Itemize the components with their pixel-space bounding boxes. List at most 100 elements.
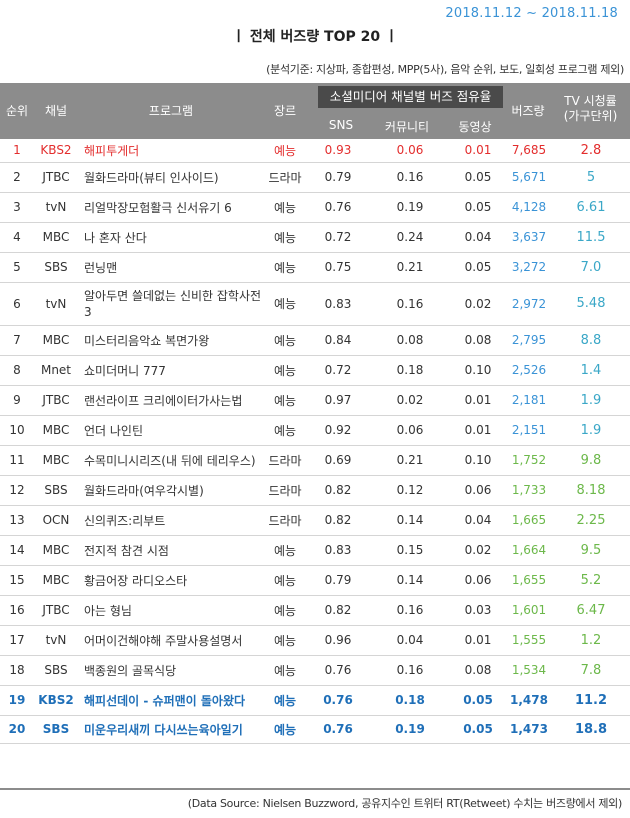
program-cell: 신의퀴즈:리부트 (78, 505, 264, 536)
channel-cell: tvN (34, 192, 78, 223)
rank-cell: 18 (0, 655, 34, 686)
buzz-cell: 2,181 (506, 385, 552, 416)
community-cell: 0.06 (370, 139, 450, 163)
buzz-cell: 1,534 (506, 655, 552, 686)
buzz-cell: 2,151 (506, 415, 552, 446)
channel-cell: JTBC (34, 595, 78, 626)
buzz-cell: 1,664 (506, 535, 552, 566)
channel-cell: MBC (34, 325, 78, 356)
community-cell: 0.18 (370, 355, 450, 386)
community-cell: 0.24 (370, 222, 450, 253)
sns-cell: 0.76 (306, 655, 370, 686)
program-cell: 전지적 참견 시점 (78, 535, 264, 566)
tv-rating-cell: 11.2 (552, 685, 630, 716)
video-cell: 0.02 (450, 282, 506, 326)
program-cell: 아는 형님 (78, 595, 264, 626)
sns-cell: 0.69 (306, 445, 370, 476)
rank-cell: 16 (0, 595, 34, 626)
buzz-cell: 7,685 (506, 139, 552, 163)
table-row: 8 Mnet 쇼미더머니 777 예능 0.72 0.18 0.10 2,526 1.4 (0, 355, 630, 386)
program-cell: 랜선라이프 크리에이터가사는법 (78, 385, 264, 416)
channel-cell: SBS (34, 715, 78, 744)
program-cell: 미스터리음악쇼 복면가왕 (78, 325, 264, 356)
buzz-cell: 5,671 (506, 162, 552, 193)
video-cell: 0.08 (450, 325, 506, 356)
buzz-cell: 1,733 (506, 475, 552, 506)
sns-cell: 0.96 (306, 625, 370, 656)
program-cell: 백종원의 골목식당 (78, 655, 264, 686)
rank-cell: 5 (0, 252, 34, 283)
channel-cell: Mnet (34, 355, 78, 386)
buzz-cell: 3,272 (506, 252, 552, 283)
genre-cell: 예능 (264, 625, 306, 656)
tv-rating-cell: 8.18 (552, 475, 630, 506)
community-cell: 0.15 (370, 535, 450, 566)
channel-cell: SBS (34, 252, 78, 283)
buzz-cell: 1,478 (506, 685, 552, 716)
tv-rating-cell: 1.4 (552, 355, 630, 386)
program-cell: 런닝맨 (78, 252, 264, 283)
tv-rating-cell: 6.61 (552, 192, 630, 223)
tv-rating-cell: 1.9 (552, 415, 630, 446)
genre-cell: 예능 (264, 415, 306, 446)
tv-rating-cell: 8.8 (552, 325, 630, 356)
table-row: 9 JTBC 랜선라이프 크리에이터가사는법 예능 0.97 0.02 0.01 2,181 1… (0, 385, 630, 416)
rank-cell: 3 (0, 192, 34, 223)
sns-cell: 0.84 (306, 325, 370, 356)
program-cell: 리얼막장모험활극 신서유기 6 (78, 192, 264, 223)
community-cell: 0.16 (370, 595, 450, 626)
genre-cell: 예능 (264, 252, 306, 283)
video-cell: 0.01 (450, 415, 506, 446)
tv-rating-cell: 5.2 (552, 565, 630, 596)
channel-cell: MBC (34, 222, 78, 253)
community-cell: 0.12 (370, 475, 450, 506)
tv-rating-cell: 5 (552, 162, 630, 193)
sns-cell: 0.82 (306, 475, 370, 506)
rank-cell: 12 (0, 475, 34, 506)
tv-rating-cell: 5.48 (552, 282, 630, 326)
header-community: 커뮤니티 (384, 120, 430, 134)
program-cell: 미운우리새끼 다시쓰는육아일기 (78, 715, 264, 744)
video-cell: 0.10 (450, 355, 506, 386)
table-row: 3 tvN 리얼막장모험활극 신서유기 6 예능 0.76 0.19 0.05 4,128 6.… (0, 192, 630, 223)
channel-cell: MBC (34, 445, 78, 476)
table-row: 16 JTBC 아는 형님 예능 0.82 0.16 0.03 1,601 6.47 (0, 595, 630, 626)
rank-cell: 10 (0, 415, 34, 446)
header-channel: 채널 (44, 104, 68, 118)
program-cell: 어머이건해야해 주말사용설명서 (78, 625, 264, 656)
community-cell: 0.19 (370, 715, 450, 744)
genre-cell: 예능 (264, 685, 306, 716)
community-cell: 0.21 (370, 445, 450, 476)
community-cell: 0.14 (370, 565, 450, 596)
buzz-cell: 2,526 (506, 355, 552, 386)
rank-cell: 9 (0, 385, 34, 416)
program-cell: 쇼미더머니 777 (78, 355, 264, 386)
tv-rating-cell: 2.25 (552, 505, 630, 536)
table-row: 18 SBS 백종원의 골목식당 예능 0.76 0.16 0.08 1,534 7.8 (0, 655, 630, 686)
community-cell: 0.16 (370, 162, 450, 193)
video-cell: 0.05 (450, 715, 506, 744)
community-cell: 0.19 (370, 192, 450, 223)
header-tv-line2: (가구단위) (563, 109, 618, 123)
program-cell: 월화드라마(뷰티 인사이드) (78, 162, 264, 193)
sns-cell: 0.83 (306, 282, 370, 326)
program-cell: 수목미니시리즈(내 뒤에 테리우스) (78, 445, 264, 476)
buzz-cell: 1,601 (506, 595, 552, 626)
header-sns: SNS (328, 118, 354, 132)
page-title: ㅣ 전체 버즈량 TOP 20 ㅣ (232, 29, 398, 45)
video-cell: 0.02 (450, 535, 506, 566)
channel-cell: KBS2 (34, 685, 78, 716)
community-cell: 0.04 (370, 625, 450, 656)
table-row: 11 MBC 수목미니시리즈(내 뒤에 테리우스) 드라마 0.69 0.21 0.10 1,… (0, 445, 630, 476)
sns-cell: 0.82 (306, 505, 370, 536)
video-cell: 0.01 (450, 139, 506, 163)
video-cell: 0.03 (450, 595, 506, 626)
tv-rating-cell: 9.5 (552, 535, 630, 566)
community-cell: 0.21 (370, 252, 450, 283)
sns-cell: 0.79 (306, 162, 370, 193)
genre-cell: 예능 (264, 595, 306, 626)
buzz-cell: 1,665 (506, 505, 552, 536)
channel-cell: SBS (34, 655, 78, 686)
channel-cell: MBC (34, 535, 78, 566)
tv-rating-cell: 9.8 (552, 445, 630, 476)
